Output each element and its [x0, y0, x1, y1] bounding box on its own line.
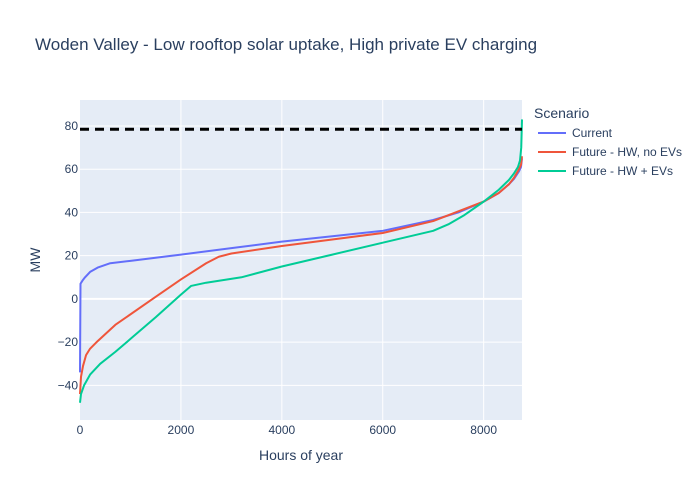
y-tick-label: 40	[65, 205, 79, 219]
x-tick-label: 8000	[470, 423, 497, 437]
y-tick-label: −20	[58, 335, 79, 349]
series-line-3[interactable]	[79, 119, 523, 403]
legend-label: Current	[572, 126, 613, 140]
series-layer	[79, 119, 523, 403]
x-tick-labels: 0 2000 4000 6000 8000	[77, 423, 498, 437]
chart-title: Woden Valley - Low rooftop solar uptake,…	[35, 35, 537, 54]
x-axis-title: Hours of year	[259, 447, 343, 463]
legend[interactable]: Scenario Current Future - HW, no EVs Futur…	[534, 105, 682, 178]
y-tick-label: 60	[65, 162, 79, 176]
plot-area	[80, 100, 522, 420]
legend-item-1[interactable]: Current	[538, 126, 613, 140]
series-line-2[interactable]	[79, 156, 523, 395]
x-gridlines	[180, 100, 485, 420]
x-tick-label: 4000	[268, 423, 295, 437]
y-tick-label: 0	[71, 292, 78, 306]
y-tick-label: 80	[65, 119, 79, 133]
y-gridlines	[80, 125, 522, 386]
y-tick-labels: −40 −20 0 20 40 60 80	[58, 119, 79, 392]
legend-item-2[interactable]: Future - HW, no EVs	[538, 145, 682, 159]
y-axis-title: MW	[27, 247, 43, 273]
legend-title: Scenario	[534, 105, 589, 121]
y-tick-label: −40	[58, 378, 79, 392]
legend-label: Future - HW + EVs	[572, 164, 673, 178]
x-tick-label: 2000	[168, 423, 195, 437]
legend-label: Future - HW, no EVs	[572, 145, 682, 159]
legend-item-3[interactable]: Future - HW + EVs	[538, 164, 673, 178]
x-tick-label: 0	[77, 423, 84, 437]
x-tick-label: 6000	[369, 423, 396, 437]
y-tick-label: 20	[65, 249, 79, 263]
